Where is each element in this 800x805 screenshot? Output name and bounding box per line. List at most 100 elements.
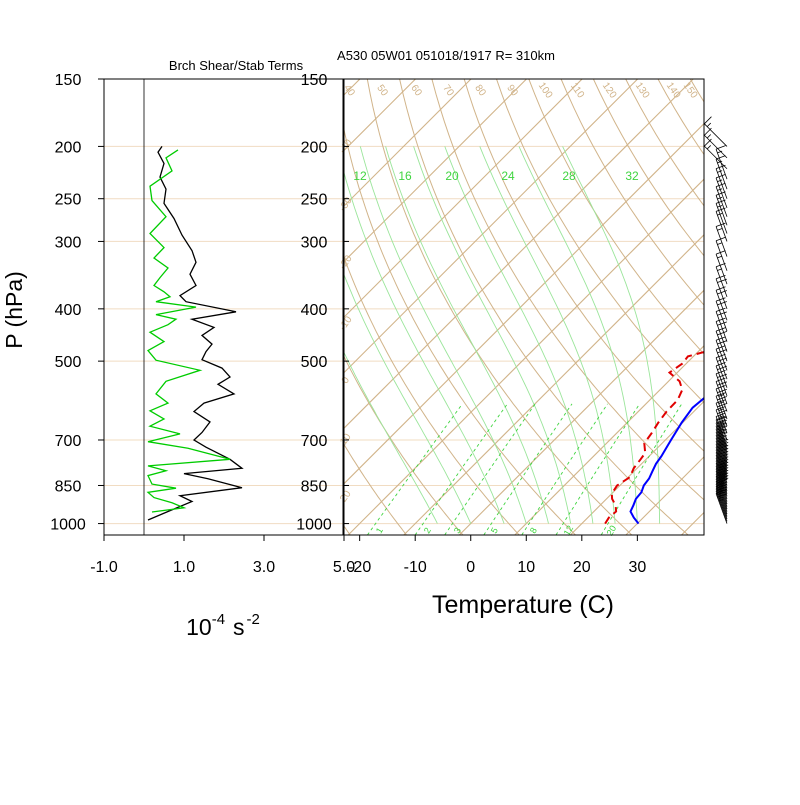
skewt-x-tick-label: 20 xyxy=(573,559,591,576)
temperature-line xyxy=(631,134,800,523)
wind-barb-staff xyxy=(704,146,727,169)
dry-adiabat-line xyxy=(365,63,635,537)
wind-barb-flag xyxy=(704,139,711,146)
wind-barb-flag xyxy=(717,331,726,334)
left-x-tick-label: -1.0 xyxy=(90,559,118,576)
skewt-x-tick-label: 0 xyxy=(466,559,475,576)
wind-barb-staff xyxy=(716,340,727,370)
mixing-ratio-line xyxy=(601,404,682,535)
wind-barb-flag xyxy=(704,128,711,135)
left-panel-series xyxy=(144,79,242,535)
chart-title: A530 05W01 051018/1917 R= 310km xyxy=(337,48,555,63)
wind-barbs xyxy=(704,117,728,524)
pressure-tick-label-left: 850 xyxy=(55,478,82,495)
pressure-tick-label-middle: 700 xyxy=(301,433,328,450)
dry-adiabat-line xyxy=(618,63,800,537)
pressure-tick-label-left: 200 xyxy=(55,139,82,156)
isotherm-line xyxy=(404,79,800,535)
pressure-tick-label-left: 1000 xyxy=(50,517,86,534)
isotherm-line xyxy=(293,79,749,535)
shear-line xyxy=(148,146,242,520)
wind-barb-half-flag xyxy=(717,229,722,231)
wind-barb-flag xyxy=(716,156,725,159)
wind-barb-flag xyxy=(717,341,726,344)
dry-adiabat-label: 80 xyxy=(472,83,488,99)
left-x-label-base: 10 xyxy=(186,614,212,640)
pressure-tick-label-left: 700 xyxy=(55,433,82,450)
isotherm-line xyxy=(348,79,800,535)
moist-adiabat-line xyxy=(337,146,504,523)
dry-adiabat-label: 90 xyxy=(504,83,520,99)
pressure-tick-label-left: 500 xyxy=(55,354,82,371)
dry-adiabat-line xyxy=(333,63,578,537)
isotherm-line xyxy=(570,79,800,535)
wind-barb-half-flag xyxy=(717,171,722,173)
isotherm-line xyxy=(459,79,800,535)
wind-barb-staff xyxy=(716,211,727,241)
pressure-tick-label-middle: 400 xyxy=(301,302,328,319)
wind-barb-staff xyxy=(716,358,727,388)
wind-barb-half-flag xyxy=(707,145,711,149)
wind-barb-half-flag xyxy=(717,243,722,245)
isotherm-line xyxy=(15,79,471,535)
wind-barb-staff xyxy=(716,178,727,208)
skewt-x-tick-label: 10 xyxy=(517,559,535,576)
pressure-tick-label-middle: 850 xyxy=(301,478,328,495)
dry-adiabat-line xyxy=(396,63,690,537)
x-axis-label: Temperature (C) xyxy=(432,591,614,619)
dry-adiabat-line xyxy=(206,63,352,537)
mixing-ratio-bottom-label: 1 xyxy=(374,526,385,535)
dry-adiabat-label: 140 xyxy=(664,81,683,101)
left-x-tick-label: 3.0 xyxy=(253,559,275,576)
skewt-x-tick-label: -10 xyxy=(404,559,427,576)
wind-barb-flag xyxy=(716,346,725,349)
mixing-ratio-label: 28 xyxy=(562,169,576,183)
wind-barb-flag xyxy=(716,328,725,331)
wind-barb-flag xyxy=(716,192,725,195)
isotherm-line xyxy=(626,79,800,535)
dry-adiabat-line xyxy=(270,63,465,537)
stability-line xyxy=(148,150,230,512)
wind-barb-staff xyxy=(716,187,727,217)
dry-adiabat-label: 110 xyxy=(568,81,586,101)
wind-barb-half-flag xyxy=(707,135,711,139)
mixing-ratio-line xyxy=(445,404,536,535)
wind-barb-staff xyxy=(716,254,727,284)
left-panel-title: Brch Shear/Stab Terms xyxy=(169,58,304,73)
pressure-tick-label-middle: 150 xyxy=(301,72,328,89)
isotherm-edge-label: 10 xyxy=(338,431,354,447)
pressure-tick-label-middle: 250 xyxy=(301,192,328,209)
skewt-background-lines xyxy=(0,63,800,537)
mixing-ratio-label: 12 xyxy=(353,169,367,183)
wind-barb-flag xyxy=(717,322,726,325)
left-x-tick-label: 1.0 xyxy=(173,559,195,576)
wind-barb-flag xyxy=(716,354,725,357)
pressure-tick-label-middle: 300 xyxy=(301,234,328,251)
dry-adiabat-line xyxy=(555,63,800,537)
y-axis-label: P (hPa) xyxy=(1,271,27,349)
mixing-ratio-label: 32 xyxy=(625,169,639,183)
pressure-tick-label-left: 250 xyxy=(55,192,82,209)
mixing-ratio-bottom-label: 8 xyxy=(528,526,539,535)
isotherm-line xyxy=(71,79,527,535)
skewt-x-tick-label: 30 xyxy=(628,559,646,576)
isotherm-line xyxy=(737,79,800,535)
left-x-label-exponent: -4 xyxy=(212,611,225,628)
wind-barb-half-flag xyxy=(707,123,711,127)
pressure-tick-label-left: 300 xyxy=(55,234,82,251)
pressure-tick-label-middle: 200 xyxy=(301,139,328,156)
isotherm-edge-label: 20 xyxy=(338,488,354,504)
isotherm-edge-label: -20 xyxy=(337,253,355,272)
mixing-ratio-label: 24 xyxy=(501,169,515,183)
isotherm-edge-label: 0 xyxy=(340,375,352,386)
moist-adiabat-line xyxy=(360,146,526,523)
left-x-label-unit: s xyxy=(233,614,245,640)
dewpoint-line xyxy=(605,169,758,524)
wind-barb-flag xyxy=(716,174,725,177)
mixing-ratio-line xyxy=(484,404,572,535)
dry-adiabat-label: 50 xyxy=(374,83,390,99)
